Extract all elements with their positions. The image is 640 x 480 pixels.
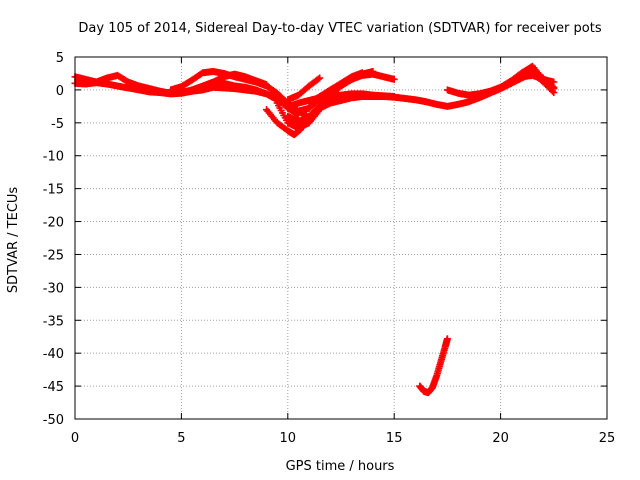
series-arc-10 bbox=[284, 74, 324, 104]
y-tick-label: -40 bbox=[43, 347, 64, 362]
data-points bbox=[199, 70, 302, 119]
x-tick-label: 20 bbox=[492, 431, 509, 446]
y-tick-label: -5 bbox=[51, 117, 64, 132]
series-arc-14 bbox=[416, 335, 451, 397]
x-tick-label: 15 bbox=[386, 431, 403, 446]
y-axis-label: SDTVAR / TECUs bbox=[6, 187, 21, 294]
x-tick-label: 25 bbox=[599, 431, 616, 446]
y-tick-label: 5 bbox=[56, 51, 64, 66]
y-tick-label: -30 bbox=[43, 281, 64, 296]
y-tick-label: -20 bbox=[43, 216, 64, 231]
x-axis-ticks: 0 5 10 15 20 25 bbox=[71, 57, 615, 446]
y-tick-label: -15 bbox=[43, 183, 64, 198]
data-points bbox=[284, 74, 324, 104]
y-tick-label: -10 bbox=[43, 150, 64, 165]
data-series bbox=[71, 62, 558, 397]
chart-title: Day 105 of 2014, Sidereal Day-to-day VTE… bbox=[78, 21, 601, 36]
x-tick-label: 10 bbox=[280, 431, 297, 446]
data-points bbox=[416, 335, 451, 397]
x-tick-label: 5 bbox=[177, 431, 185, 446]
y-tick-label: -25 bbox=[43, 248, 64, 263]
data-points bbox=[497, 62, 558, 91]
y-tick-label: -35 bbox=[43, 314, 64, 329]
series-arc-9 bbox=[305, 75, 356, 107]
y-tick-label: -50 bbox=[43, 413, 64, 428]
series-arc-13 bbox=[497, 62, 558, 91]
y-axis-ticks: 5 0 -5 -10 -15 -20 -25 -30 -35 -40 -45 -50 bbox=[43, 51, 607, 428]
x-tick-label: 0 bbox=[71, 431, 79, 446]
y-tick-label: -45 bbox=[43, 380, 64, 395]
grid-lines bbox=[75, 57, 607, 419]
plot-frame bbox=[74, 56, 608, 420]
y-tick-label: 0 bbox=[56, 84, 64, 99]
series-arc-4 bbox=[199, 70, 302, 119]
data-points bbox=[305, 75, 356, 107]
x-axis-label: GPS time / hours bbox=[286, 459, 395, 474]
